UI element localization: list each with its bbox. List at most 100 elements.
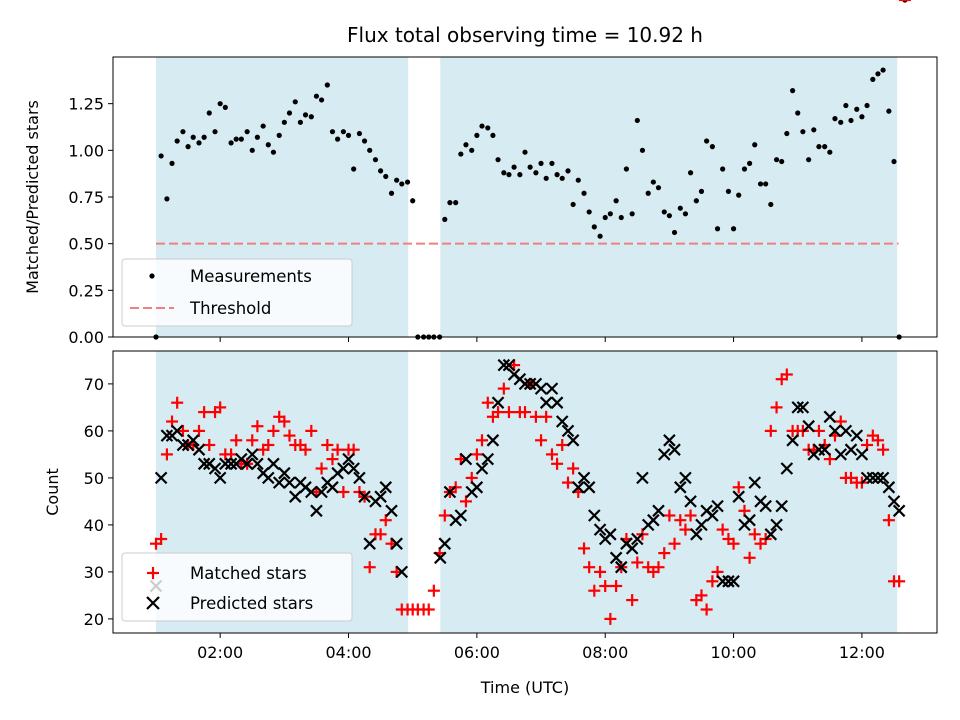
predicted-star-marker [684,495,697,508]
measurement-point [388,190,395,196]
measurement-point [190,134,196,140]
measurement-point [602,214,608,221]
matched-star-marker [155,533,168,545]
predicted-star-marker [631,532,644,546]
matched-star-marker [684,509,697,522]
measurement-point [511,164,517,170]
bottom-axes: 20 30 40 50 60 70 02:00 04:00 06:00 08:00 10:00 12… [43,0,938,697]
matched-star-marker [337,486,350,498]
matched-star-marker [363,561,376,574]
chart-title: Flux total observing time = 10.92 h [347,23,703,47]
bottom-y-tick-label: 40 [84,516,104,535]
measurement-point [453,200,459,206]
predicted-star-marker [385,504,398,518]
measurement-point [485,125,491,131]
bottom-x-ticks: 02:00 04:00 06:00 08:00 10:00 12:00 [197,633,885,662]
predicted-star-marker [855,448,869,461]
measurement-point [891,158,897,165]
measurement-point [623,166,629,172]
predicted-star-marker [502,358,516,372]
matched-star-marker [561,476,574,489]
predicted-star-marker [716,575,729,588]
measurement-point [549,160,555,166]
measurement-point [276,132,282,138]
predicted-star-marker [475,462,489,475]
matched-star-marker [871,434,884,447]
measurement-point [527,164,533,170]
predicted-star-marker [379,481,393,494]
measurement-point [586,209,592,215]
measurement-point [458,151,464,157]
predicted-star-marker [353,471,366,485]
predicted-star-marker [609,551,623,565]
measurement-point [816,144,822,150]
measurement-point [158,153,164,159]
predicted-star-marker [272,476,286,489]
matched-star-marker [374,528,387,541]
predicted-star-marker [186,434,200,447]
matched-star-marker [663,509,676,522]
measurement-point [779,158,785,165]
measurement-point [356,130,363,137]
matched-star-marker [529,410,542,423]
measurement-point [747,160,753,166]
matched-star-marker [716,523,729,536]
measurement-point [591,224,597,230]
matched-star-marker [476,434,489,447]
matched-star-marker [160,448,173,461]
bottom-y-tick-label: 20 [84,610,104,629]
matched-star-marker [251,420,264,433]
predicted-star-marker [748,476,762,489]
predicted-star-marker [780,462,794,475]
top-axes: 0.00 0.25 0.50 0.75 1.00 1.25 Matched/Predict… [23,0,938,347]
matched-star-marker [230,434,243,447]
predicted-star-marker [571,481,585,494]
matched-star-marker [631,556,644,569]
matched-star-marker [695,589,708,602]
predicted-star-marker [358,490,371,503]
measurement-point [329,129,336,135]
predicted-star-marker [706,509,719,522]
measurement-point [522,149,528,155]
bottom-legend-box [121,552,353,622]
matched-star-marker [246,434,259,447]
x-tick-label: 06:00 [454,643,500,662]
predicted-star-marker [278,466,291,480]
measurement-point [222,104,228,110]
predicted-star-marker [695,518,708,532]
predicted-star-marker [711,499,724,513]
matched-star-marker [305,424,318,437]
matched-star-marker [780,368,793,381]
measurement-point [790,88,796,94]
predicted-star-marker [224,457,238,471]
predicted-star-marker [470,481,484,494]
measurement-point [763,181,769,187]
matched-star-marker [812,424,825,437]
measurement-point [506,172,512,178]
matched-star-marker [588,584,601,597]
predicted-star-marker [363,537,376,550]
predicted-star-marker [844,443,858,456]
measurement-point [404,179,411,185]
matched-star-marker [599,580,612,592]
matched-star-marker [262,439,275,451]
predicted-star-marker [770,518,783,532]
top-legend-box [121,258,353,327]
measurement-point [784,130,790,137]
predicted-star-marker [850,429,864,442]
predicted-star-marker [438,537,452,550]
predicted-star-marker [860,471,874,485]
bottom-legend: Matched stars Predicted stars [121,552,353,622]
measurement-point [335,136,341,142]
measurement-point [196,140,202,146]
measurement-points [153,0,908,340]
measurement-point [447,200,453,206]
measurement-point [318,97,325,103]
measurement-point [795,110,801,116]
measurement-point [270,149,277,155]
predicted-star-marker [443,485,457,499]
matched-star-marker [594,565,607,578]
predicted-star-marker [727,575,740,588]
matched-star-marker [502,406,515,419]
measurement-point [490,132,496,138]
